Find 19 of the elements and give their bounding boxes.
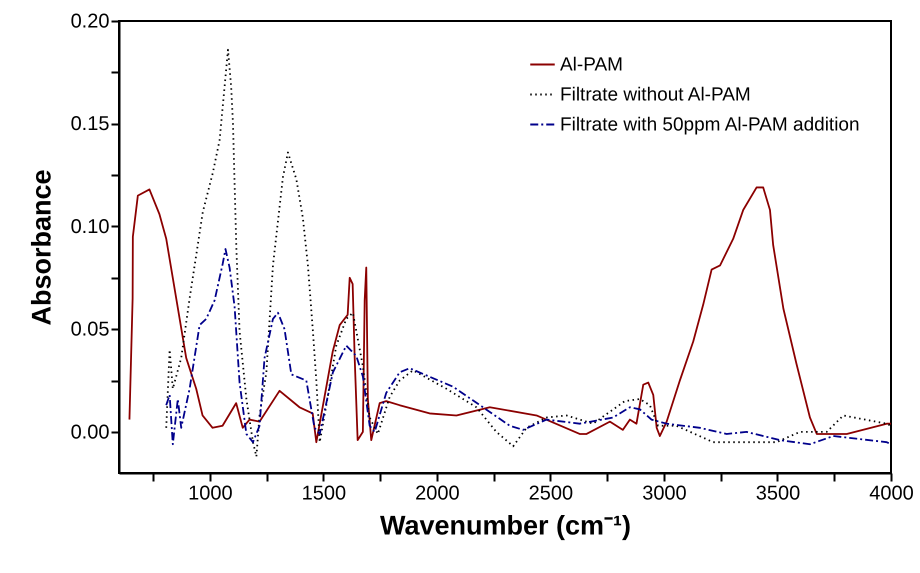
x-tick-label: 4000 xyxy=(869,482,914,504)
legend-label: Filtrate without Al-PAM xyxy=(560,84,751,106)
y-tick-label: 0.20 xyxy=(70,10,110,32)
x-tick-label: 3000 xyxy=(642,482,687,504)
y-tick-label: 0.10 xyxy=(70,216,110,238)
x-tick-label: 3500 xyxy=(756,482,800,504)
legend-label: Filtrate with 50ppm Al-PAM addition xyxy=(560,114,860,136)
legend-label: Al-PAM xyxy=(560,54,623,76)
line-series xyxy=(128,186,891,444)
x-axis-title: Wavenumber (cm⁻¹) xyxy=(380,510,632,540)
y-axis-title: Absorbance xyxy=(26,169,57,326)
y-tick-label: 0.05 xyxy=(70,318,110,341)
y-tick-label: 0.00 xyxy=(70,421,110,444)
x-tick-label: 2000 xyxy=(415,482,460,504)
x-tick-label: 1000 xyxy=(188,482,233,504)
line-series xyxy=(165,248,891,446)
x-tick-label: 1500 xyxy=(302,482,346,504)
x-tick-label: 2500 xyxy=(528,482,574,504)
y-tick-label: 0.15 xyxy=(70,113,110,136)
